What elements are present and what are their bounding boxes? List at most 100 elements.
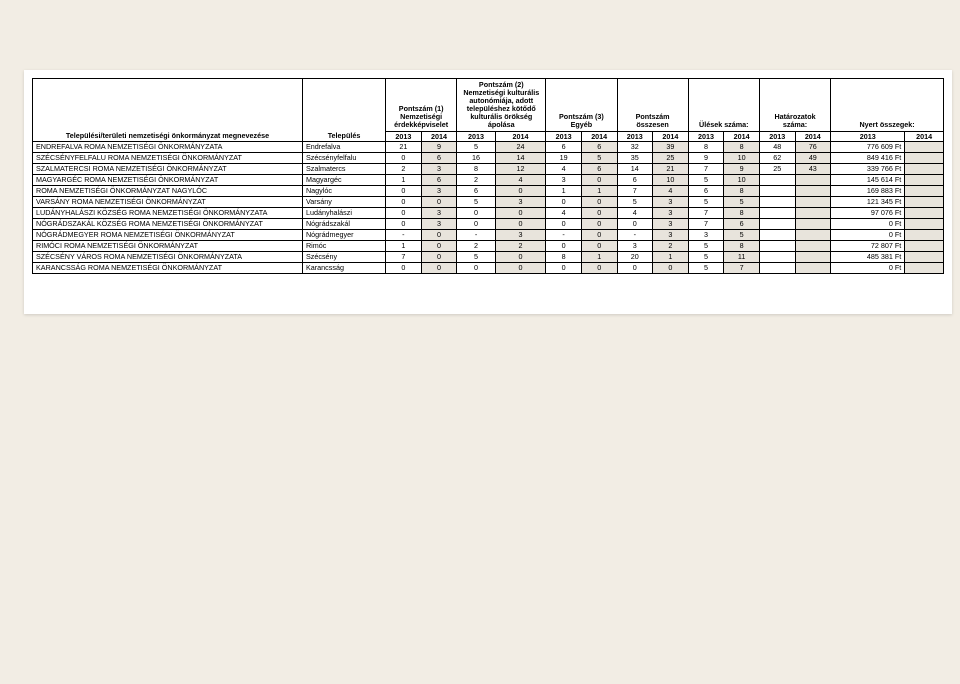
cell-value — [759, 262, 795, 273]
cell-value — [905, 251, 944, 262]
header-year: 2013 — [617, 131, 653, 142]
header-year: 2014 — [421, 131, 457, 142]
cell-value: 1 — [386, 240, 422, 251]
cell-value: 25 — [759, 164, 795, 175]
cell-value: 3 — [546, 175, 582, 186]
header-town: Település — [302, 79, 385, 142]
table-row: NÓGRÁDSZAKÁL KÖZSÉG ROMA NEMZETISÉGI ÖNK… — [33, 218, 944, 229]
header-year: 2014 — [495, 131, 545, 142]
cell-value: 7 — [724, 262, 760, 273]
cell-value: 3 — [495, 197, 545, 208]
cell-value: 25 — [653, 153, 689, 164]
cell-name: SZALMATERCSI ROMA NEMZETISÉGI ÖNKORMÁNYZ… — [33, 164, 303, 175]
cell-value — [905, 262, 944, 273]
cell-amount: 0 Ft — [831, 229, 905, 240]
cell-value: 3 — [421, 164, 457, 175]
cell-value: 5 — [688, 175, 724, 186]
cell-value: 0 — [386, 186, 422, 197]
cell-value — [795, 240, 831, 251]
cell-name: KARANCSSÁG ROMA NEMZETISÉGI ÖNKORMÁNYZAT — [33, 262, 303, 273]
data-table: Települési/területi nemzetiségi önkormán… — [32, 78, 944, 274]
cell-value: 14 — [495, 153, 545, 164]
cell-value — [795, 229, 831, 240]
cell-name: LUDÁNYHALÁSZI KÖZSÉG ROMA NEMZETISÉGI ÖN… — [33, 207, 303, 218]
cell-value: 32 — [617, 142, 653, 153]
cell-value: 0 — [581, 197, 617, 208]
cell-value: 10 — [653, 175, 689, 186]
table-row: SZÉCSÉNYFELFALU ROMA NEMZETISÉGI ÖNKORMÁ… — [33, 153, 944, 164]
cell-value: 0 — [386, 207, 422, 218]
table-row: SZALMATERCSI ROMA NEMZETISÉGI ÖNKORMÁNYZ… — [33, 164, 944, 175]
cell-town: Karancsság — [302, 262, 385, 273]
cell-town: Szécsény — [302, 251, 385, 262]
cell-value: 0 — [546, 218, 582, 229]
cell-amount: 97 076 Ft — [831, 207, 905, 218]
cell-value: 1 — [581, 251, 617, 262]
cell-value: 0 — [421, 262, 457, 273]
header-year: 2013 — [457, 131, 496, 142]
cell-value — [905, 197, 944, 208]
header-year: 2014 — [905, 131, 944, 142]
cell-value — [795, 262, 831, 273]
table-row: ENDREFALVA ROMA NEMZETISÉGI ÖNKORMÁNYZAT… — [33, 142, 944, 153]
cell-value — [795, 186, 831, 197]
cell-amount: 121 345 Ft — [831, 197, 905, 208]
cell-town: Nógrádszakál — [302, 218, 385, 229]
cell-value — [905, 207, 944, 218]
cell-value: 4 — [546, 207, 582, 218]
cell-value: 49 — [795, 153, 831, 164]
cell-value: 2 — [653, 240, 689, 251]
cell-value: 10 — [724, 153, 760, 164]
header-year: 2014 — [795, 131, 831, 142]
cell-value: 3 — [495, 229, 545, 240]
cell-value: 0 — [581, 240, 617, 251]
cell-value: 0 — [581, 218, 617, 229]
cell-value: 5 — [688, 240, 724, 251]
cell-value — [759, 218, 795, 229]
cell-town: Magyargéc — [302, 175, 385, 186]
cell-value: 1 — [581, 186, 617, 197]
cell-value: 3 — [688, 229, 724, 240]
cell-value: 7 — [688, 207, 724, 218]
cell-amount: 145 614 Ft — [831, 175, 905, 186]
cell-name: ENDREFALVA ROMA NEMZETISÉGI ÖNKORMÁNYZAT… — [33, 142, 303, 153]
cell-value: 0 — [581, 175, 617, 186]
cell-amount: 776 609 Ft — [831, 142, 905, 153]
cell-value: 4 — [546, 164, 582, 175]
cell-value: 6 — [581, 142, 617, 153]
cell-value: 2 — [495, 240, 545, 251]
cell-town: Rimóc — [302, 240, 385, 251]
cell-value: 0 — [546, 197, 582, 208]
cell-value: 9 — [688, 153, 724, 164]
cell-value — [795, 251, 831, 262]
header-year: 2013 — [688, 131, 724, 142]
cell-value: 5 — [617, 197, 653, 208]
header-year: 2014 — [581, 131, 617, 142]
cell-value: 0 — [581, 262, 617, 273]
cell-value — [795, 197, 831, 208]
cell-amount: 0 Ft — [831, 218, 905, 229]
cell-value: 0 — [581, 207, 617, 218]
cell-value: 0 — [617, 262, 653, 273]
cell-value: 5 — [724, 197, 760, 208]
cell-value — [905, 175, 944, 186]
cell-value: 6 — [457, 186, 496, 197]
header-grp2: Pontszám (2) Nemzetiségi kulturális auto… — [457, 79, 546, 132]
cell-town: Endrefalva — [302, 142, 385, 153]
cell-name: SZÉCSÉNY VÁROS ROMA NEMZETISÉGI ÖNKORMÁN… — [33, 251, 303, 262]
header-grp5: Ülések száma: — [688, 79, 759, 132]
cell-value: 0 — [495, 218, 545, 229]
cell-value: 0 — [457, 207, 496, 218]
cell-value: 0 — [386, 197, 422, 208]
cell-value: 76 — [795, 142, 831, 153]
cell-town: Szécsényfelfalu — [302, 153, 385, 164]
cell-value: 5 — [457, 197, 496, 208]
table-row: ROMA NEMZETISÉGI ÖNKORMÁNYZAT NAGYLÓCNag… — [33, 186, 944, 197]
cell-value: 3 — [421, 218, 457, 229]
cell-name: ROMA NEMZETISÉGI ÖNKORMÁNYZAT NAGYLÓC — [33, 186, 303, 197]
cell-value — [759, 240, 795, 251]
cell-value: 0 — [386, 218, 422, 229]
cell-value: 62 — [759, 153, 795, 164]
cell-value: 6 — [421, 153, 457, 164]
cell-value: 0 — [546, 240, 582, 251]
